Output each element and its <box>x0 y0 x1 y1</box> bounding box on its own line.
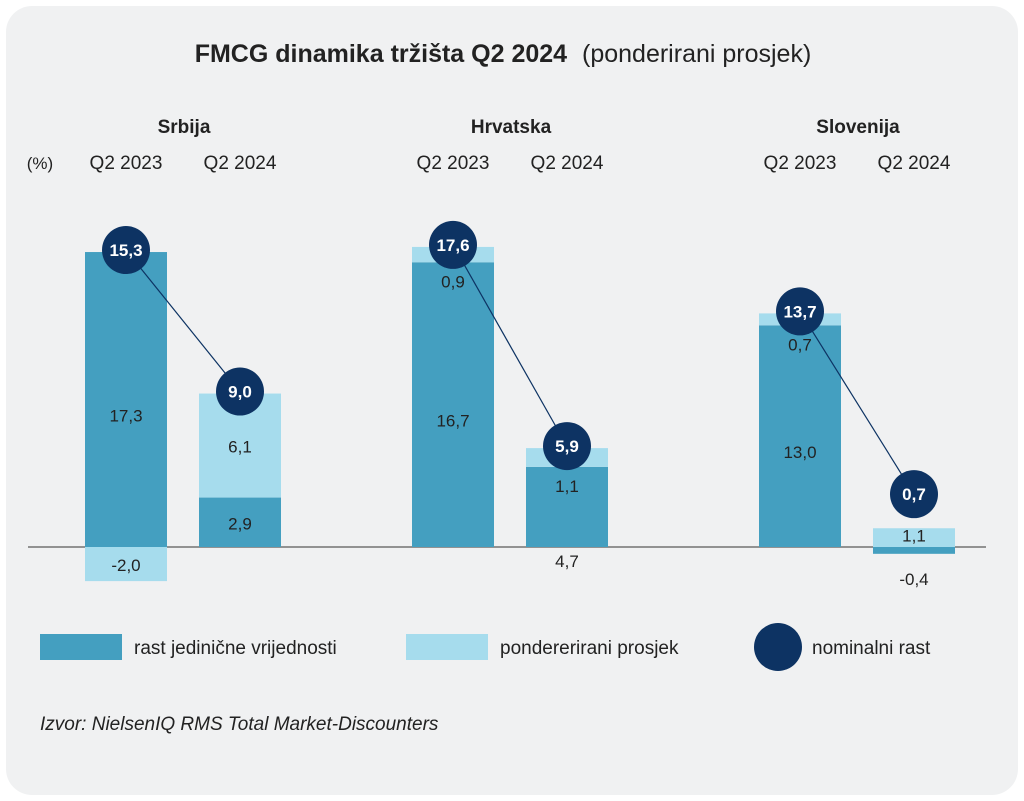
label-unit-value-growth: -0,4 <box>899 570 928 589</box>
nominal-growth-label: 17,6 <box>436 236 469 255</box>
nominal-growth-marker <box>543 422 591 471</box>
period-label: Q2 2024 <box>878 153 951 174</box>
legend: rast jedinične vrijednosti pondererirani … <box>40 623 931 671</box>
legend-swatch-weighted-average <box>406 634 488 660</box>
bar-unit-value-growth <box>759 325 841 547</box>
label-weighted-average: 6,1 <box>228 438 252 457</box>
period-label: Q2 2023 <box>764 153 837 174</box>
group-label-slovenija: Slovenija <box>816 117 900 138</box>
chart-title: FMCG dinamika tržišta Q2 2024 (ponderira… <box>195 40 812 68</box>
period-label: Q2 2024 <box>204 153 277 174</box>
label-unit-value-growth: 13,0 <box>783 443 816 462</box>
bar-unit-value-growth <box>412 262 494 547</box>
label-unit-value-growth: 16,7 <box>436 412 469 431</box>
nominal-growth-label: 15,3 <box>109 241 142 260</box>
legend-swatch-unit-value-growth <box>40 634 122 660</box>
nominal-growth-label: 5,9 <box>555 437 579 456</box>
chart-subtitle: (ponderirani prosjek) <box>582 40 811 68</box>
nominal-growth-label: 0,7 <box>902 485 926 504</box>
nominal-growth-marker <box>776 287 824 336</box>
label-unit-value-growth: 2,9 <box>228 514 252 533</box>
nominal-growth-marker <box>102 226 150 275</box>
label-weighted-average: 0,9 <box>441 272 465 291</box>
bar-unit-value-growth <box>85 252 167 547</box>
legend-label-unit-value-growth: rast jedinične vrijednosti <box>134 638 337 659</box>
plot-area: Srbija Q2 2023 17,3 -2,0 Q2 2024 2,9 6,1 15,3 9,… <box>28 117 986 589</box>
chart-card <box>6 6 1018 795</box>
group-label-hrvatska: Hrvatska <box>471 117 552 138</box>
group-label-srbija: Srbija <box>158 117 211 138</box>
legend-label-weighted-average: pondererirani prosjek <box>500 638 679 659</box>
label-weighted-average: 1,1 <box>555 477 579 496</box>
legend-marker-nominal-growth <box>754 623 802 671</box>
nominal-growth-label: 9,0 <box>228 383 252 402</box>
nominal-connector-srbija <box>125 249 241 392</box>
legend-label-nominal-growth: nominalni rast <box>812 638 931 659</box>
period-label: Q2 2024 <box>531 153 604 174</box>
bar-weighted-average <box>873 528 955 547</box>
bar-unit-value-growth <box>526 466 608 547</box>
label-weighted-average: -2,0 <box>111 556 140 575</box>
label-unit-value-growth: 17,3 <box>109 407 142 426</box>
nominal-growth-marker <box>890 470 938 519</box>
nominal-connector-slovenija <box>799 311 915 495</box>
nominal-connector-hrvatska <box>452 244 568 447</box>
bar-unit-value-growth <box>199 497 281 547</box>
bar-weighted-average <box>85 547 167 582</box>
source-note: Izvor: NielsenIQ RMS Total Market-Discou… <box>40 714 439 735</box>
nominal-growth-marker <box>216 367 264 416</box>
period-label: Q2 2023 <box>417 153 490 174</box>
chart-title-main: FMCG dinamika tržišta Q2 2024 <box>195 40 567 68</box>
unit-label: (%) <box>27 154 53 173</box>
period-label: Q2 2023 <box>90 153 163 174</box>
label-weighted-average: 1,1 <box>902 527 926 546</box>
bar-unit-value-growth <box>873 547 955 554</box>
nominal-growth-marker <box>429 220 477 269</box>
label-unit-value-growth: 4,7 <box>555 552 579 571</box>
nominal-growth-label: 13,7 <box>783 302 816 321</box>
label-weighted-average: 0,7 <box>788 335 812 354</box>
